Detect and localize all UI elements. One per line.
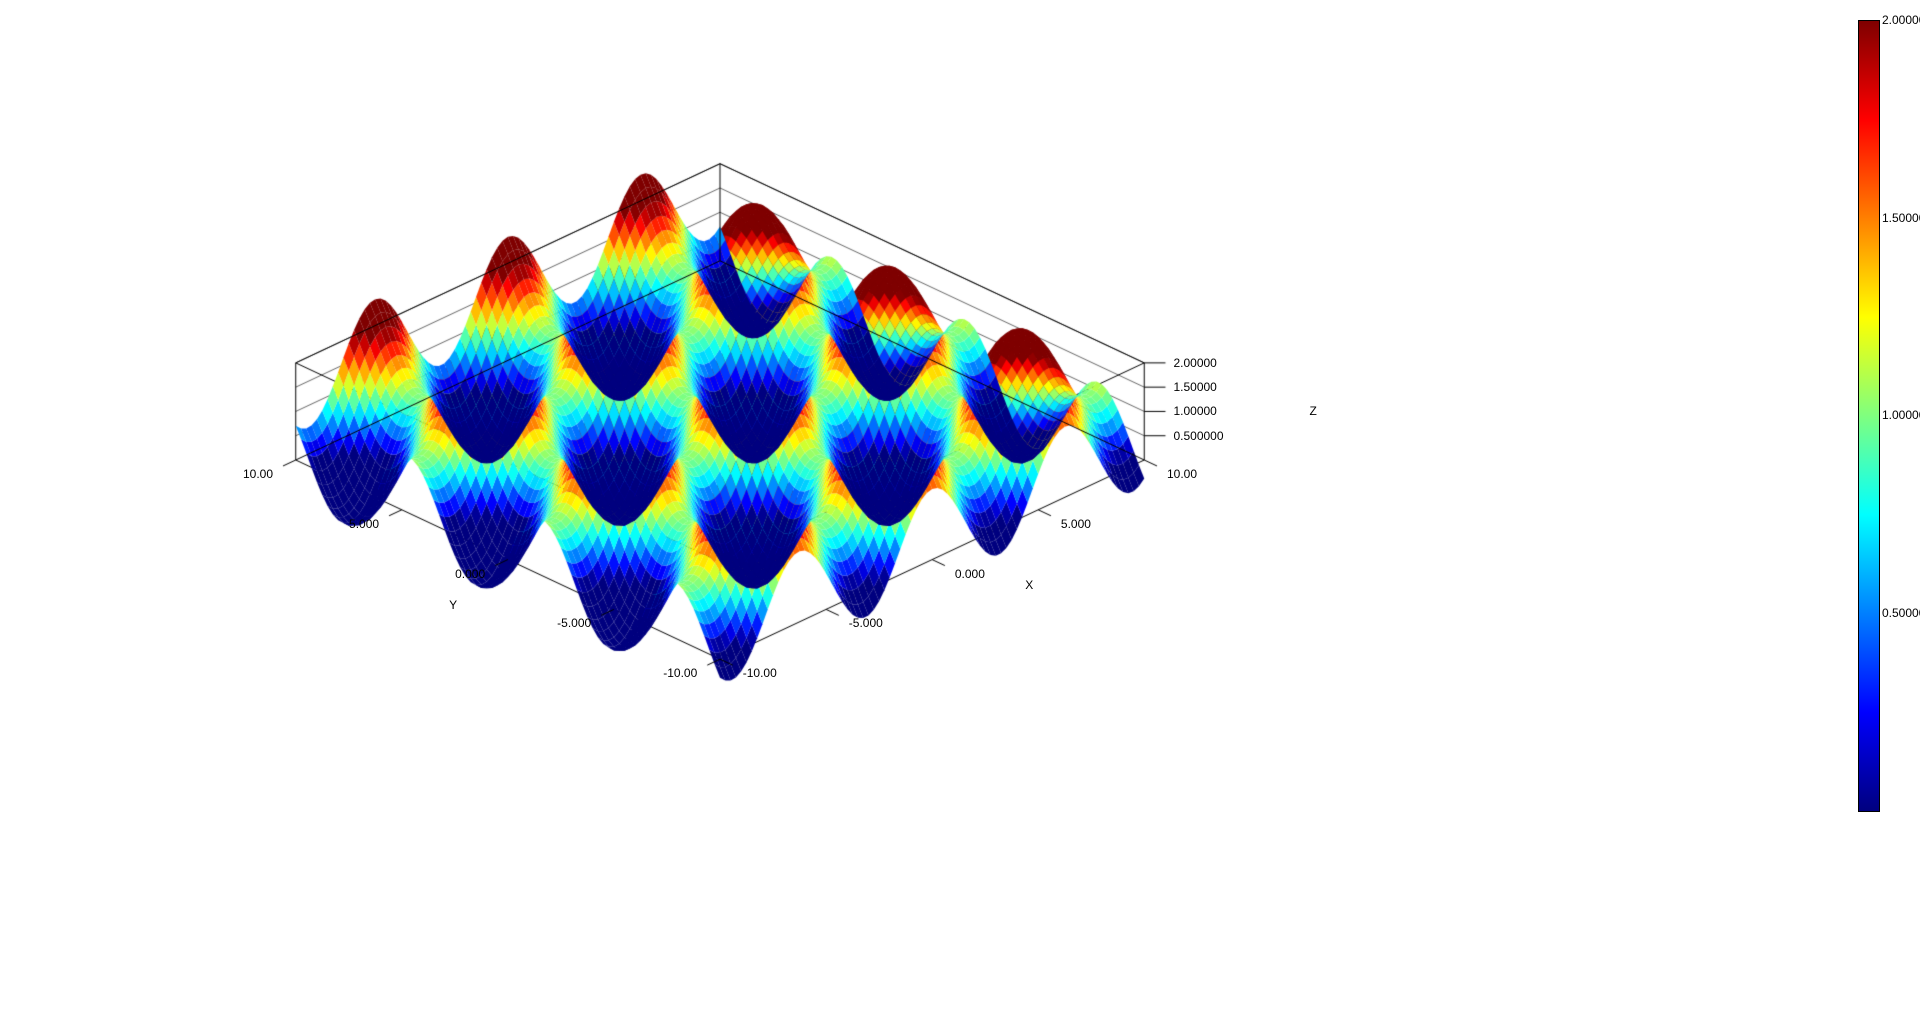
- z-tick-label: 2.00000: [1173, 356, 1216, 370]
- surface-plot-3d: -10.00 -5.000 0.000 5.000 10.00 X -10.00 -5.000…: [0, 0, 1920, 1032]
- surface-canvas[interactable]: [0, 0, 1920, 1032]
- y-tick-label: -5.000: [557, 616, 591, 630]
- y-tick-label: -10.00: [663, 666, 697, 680]
- z-tick-label: 1.00000: [1173, 404, 1216, 418]
- x-axis-label: X: [1025, 578, 1033, 592]
- y-tick-label: 5.000: [349, 517, 379, 531]
- z-tick-label: 1.50000: [1173, 380, 1216, 394]
- y-axis-label: Y: [449, 598, 457, 612]
- x-tick-label: 0.000: [955, 567, 985, 581]
- colorbar: [1858, 20, 1880, 812]
- colorbar-tick-label: 1.00000: [1882, 408, 1920, 422]
- z-tick-label: 0.500000: [1173, 429, 1223, 443]
- colorbar-tick-label: 1.50000: [1882, 211, 1920, 225]
- colorbar-tick-label: 2.00000: [1882, 13, 1920, 27]
- y-tick-label: 0.000: [455, 567, 485, 581]
- x-tick-label: -10.00: [743, 666, 777, 680]
- colorbar-tick-label: 0.500000: [1882, 606, 1920, 620]
- y-tick-label: 10.00: [243, 467, 273, 481]
- z-axis-label: Z: [1309, 404, 1316, 418]
- x-tick-label: 5.000: [1061, 517, 1091, 531]
- x-tick-label: -5.000: [849, 616, 883, 630]
- x-tick-label: 10.00: [1167, 467, 1197, 481]
